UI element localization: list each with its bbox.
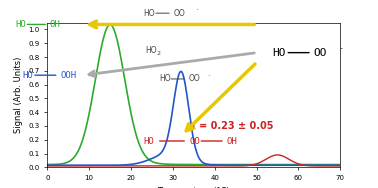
- Text: HO: HO: [144, 9, 155, 18]
- Y-axis label: Signal (Arb. Units): Signal (Arb. Units): [14, 57, 23, 133]
- Text: OH: OH: [227, 136, 237, 146]
- Text: OO: OO: [189, 136, 200, 146]
- Text: α = 0.23 ± 0.05: α = 0.23 ± 0.05: [189, 121, 274, 131]
- Text: 2: 2: [157, 51, 161, 56]
- Text: HO: HO: [146, 46, 157, 55]
- Text: OOH: OOH: [60, 71, 77, 80]
- Text: ·: ·: [340, 44, 344, 54]
- Text: HO: HO: [159, 74, 170, 83]
- Text: HO: HO: [272, 48, 286, 58]
- Text: HO: HO: [23, 71, 33, 80]
- Text: ·: ·: [195, 6, 197, 15]
- Text: OO: OO: [314, 48, 327, 58]
- Text: HO: HO: [144, 136, 154, 146]
- Text: OH: OH: [49, 20, 60, 29]
- X-axis label: Temperature (°C): Temperature (°C): [157, 186, 230, 188]
- Text: OO: OO: [189, 74, 201, 83]
- Text: ·: ·: [207, 72, 209, 81]
- Text: OO: OO: [174, 9, 186, 18]
- Text: HO: HO: [15, 20, 26, 29]
